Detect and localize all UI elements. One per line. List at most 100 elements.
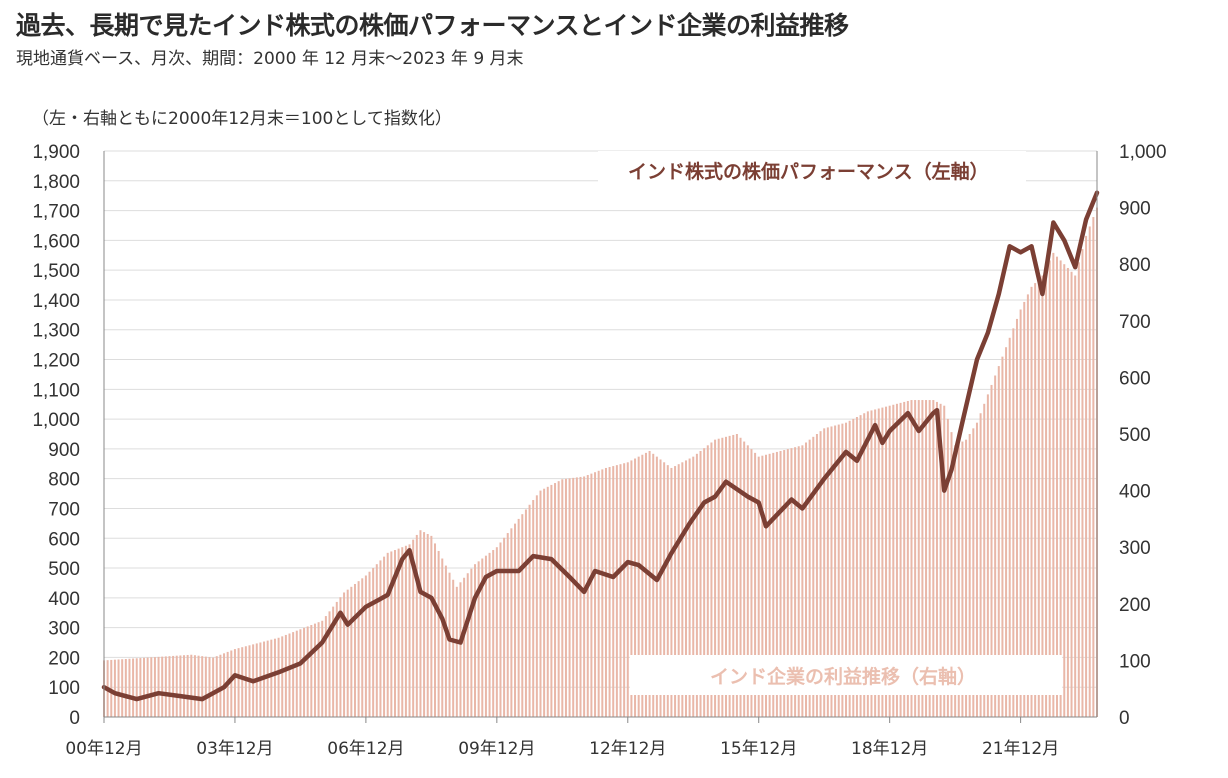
profit-bar [914, 400, 917, 717]
profit-bar [895, 403, 898, 717]
profit-bars [103, 207, 1098, 718]
profit-bar [815, 434, 818, 717]
profit-bar [492, 550, 495, 717]
left-tick-label: 1,800 [32, 172, 80, 193]
profit-bar [677, 464, 680, 717]
profit-bar [452, 579, 455, 717]
profit-bar [299, 629, 302, 717]
profit-bar [874, 409, 877, 717]
profit-bar [372, 567, 375, 717]
right-tick-label: 300 [1119, 538, 1151, 559]
profit-bar [608, 467, 611, 717]
profit-bar [786, 449, 789, 717]
left-tick-label: 400 [48, 589, 80, 610]
profit-bar [1045, 267, 1048, 717]
profit-bar [866, 411, 869, 717]
profit-bar [557, 481, 560, 717]
profit-bar [986, 394, 989, 717]
profit-bar [434, 543, 436, 717]
stock-label-bg [598, 151, 1026, 189]
profit-bar [430, 535, 433, 717]
profit-bar [150, 657, 153, 717]
profit-bar [863, 413, 866, 717]
profit-bar [714, 439, 717, 717]
profit-bar [601, 469, 604, 717]
profit-bar [797, 446, 800, 717]
profit-bar [852, 418, 855, 717]
profit-bar [499, 542, 502, 717]
profit-bar [386, 552, 389, 717]
profit-bar [848, 420, 851, 717]
profit-bar [164, 656, 167, 717]
profit-bar [1088, 226, 1091, 717]
profit-bar [415, 534, 418, 717]
profit-bar [273, 638, 276, 717]
profit-bar [281, 636, 284, 717]
profit-bar [644, 452, 647, 717]
profit-bar [921, 400, 924, 717]
profit-bar [957, 443, 960, 717]
profit-bar [444, 565, 447, 717]
right-tick-label: 400 [1119, 482, 1151, 503]
stock-line [101, 190, 1100, 702]
profit-bar [772, 452, 775, 717]
profit-bar [641, 454, 644, 717]
left-tick-label: 300 [48, 619, 80, 640]
profit-bar [393, 550, 396, 717]
profit-bar [135, 658, 138, 717]
profit-bar [1019, 309, 1022, 717]
profit-bar [328, 611, 331, 717]
profit-bar [186, 654, 189, 717]
chart-title: 過去、長期で見たインド株式の株価パフォーマンスとインド企業の利益推移 [16, 11, 849, 40]
profit-bar [732, 434, 735, 717]
right-tick-label: 900 [1119, 199, 1151, 220]
chart-subtitle: 現地通貨ベース、月次、期間：2000 年 12 月末～2023 年 9 月末 [16, 49, 524, 69]
profit-bar [401, 547, 404, 717]
profit-bar [735, 434, 738, 717]
profit-bar [768, 453, 771, 717]
profit-bar [364, 575, 367, 717]
profit-bar [350, 586, 353, 717]
profit-bar [801, 445, 804, 717]
left-tick-label: 900 [48, 440, 80, 461]
profit-bar [368, 571, 371, 717]
profit-bar [746, 445, 749, 717]
profit-bar [1048, 260, 1051, 717]
profit-bar [688, 458, 691, 717]
profit-bar [528, 504, 531, 717]
profit-bar [837, 424, 840, 717]
profit-bar [295, 630, 298, 717]
left-tick-label: 1,700 [32, 202, 80, 223]
profit-bar [1063, 264, 1066, 717]
profit-bar [324, 616, 327, 717]
profit-bar [877, 408, 880, 717]
profit-bar [204, 656, 207, 717]
profit-bar [306, 626, 309, 717]
profit-bar [666, 465, 669, 717]
profit-bar [1030, 286, 1033, 717]
profit-bar [1052, 252, 1055, 717]
profit-bar [554, 483, 557, 717]
profit-bar [288, 633, 291, 717]
profit-bar [1026, 294, 1029, 717]
profit-bar [928, 400, 931, 717]
profit-bar [612, 466, 615, 717]
left-tick-label: 1,300 [32, 321, 80, 342]
legend-stock-label: インド株式の株価パフォーマンス（左軸） [628, 160, 989, 183]
profit-bar [619, 464, 622, 717]
profit-bar [917, 400, 920, 717]
profit-bar [284, 634, 287, 717]
profit-bar [997, 366, 1000, 717]
profit-bar [790, 448, 793, 717]
profit-bar [1023, 301, 1026, 717]
profit-bar [117, 659, 120, 717]
profit-bar [317, 622, 320, 717]
profit-bar [212, 657, 215, 717]
profit-bar [830, 426, 833, 717]
profit-bar [983, 403, 986, 717]
profit-bar [1085, 235, 1088, 717]
profit-bar [859, 415, 862, 717]
profit-bar [237, 648, 240, 717]
profit-bar [161, 656, 164, 717]
